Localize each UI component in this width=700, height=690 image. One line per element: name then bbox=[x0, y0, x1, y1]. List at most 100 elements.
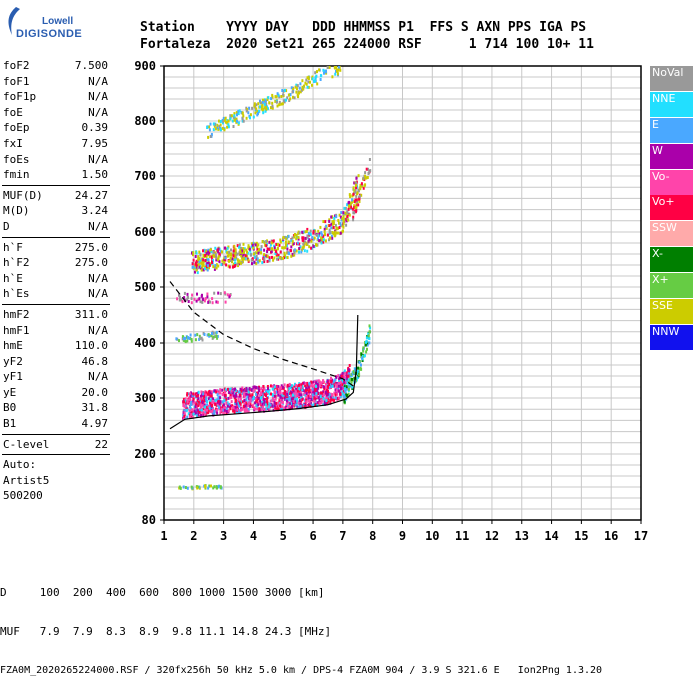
echo-point bbox=[286, 256, 289, 259]
echo-point bbox=[196, 486, 199, 490]
echo-point bbox=[306, 76, 309, 80]
echo-point bbox=[293, 235, 296, 239]
echo-point bbox=[334, 223, 337, 227]
echo-point bbox=[322, 403, 325, 407]
echo-point bbox=[325, 396, 328, 400]
echo-point bbox=[255, 403, 258, 407]
echo-point bbox=[242, 388, 245, 392]
echo-point bbox=[296, 87, 298, 91]
echo-point bbox=[239, 261, 242, 265]
echo-point bbox=[312, 231, 315, 235]
echo-point bbox=[200, 268, 203, 272]
echo-point bbox=[190, 297, 193, 301]
echo-point bbox=[252, 385, 255, 389]
echo-point bbox=[282, 99, 285, 103]
echo-point bbox=[201, 410, 203, 414]
echo-point bbox=[226, 293, 229, 297]
echo-point bbox=[278, 399, 281, 403]
echo-point bbox=[368, 324, 371, 328]
echo-point bbox=[208, 404, 210, 408]
echo-point bbox=[224, 388, 227, 392]
echo-point bbox=[290, 245, 293, 249]
echo-point bbox=[275, 401, 278, 405]
echo-point bbox=[253, 385, 256, 389]
echo-point bbox=[208, 266, 210, 270]
echo-point bbox=[288, 387, 291, 391]
x-tick-label: 1 bbox=[160, 529, 167, 543]
echo-point bbox=[238, 404, 241, 408]
echo-point bbox=[306, 404, 308, 408]
echo-point bbox=[351, 194, 354, 198]
echo-point bbox=[314, 75, 317, 79]
echo-point bbox=[292, 242, 295, 246]
echo-point bbox=[277, 404, 280, 408]
echo-point bbox=[266, 259, 269, 263]
echo-point bbox=[358, 373, 361, 377]
parameter-row: Auto: bbox=[0, 457, 112, 473]
echo-point bbox=[218, 252, 221, 256]
echo-point bbox=[312, 244, 315, 248]
echo-point bbox=[178, 296, 181, 299]
echo-point bbox=[320, 399, 323, 403]
echo-point bbox=[297, 401, 300, 405]
echo-point bbox=[299, 403, 302, 407]
echo-point bbox=[196, 408, 199, 412]
echo-point bbox=[226, 119, 229, 123]
legend-item-vo-: Vo+ bbox=[650, 195, 693, 221]
echo-point bbox=[341, 390, 344, 394]
echo-point bbox=[281, 246, 284, 250]
echo-point bbox=[328, 386, 331, 390]
echo-point bbox=[207, 333, 210, 337]
echo-point bbox=[292, 95, 294, 99]
echo-point bbox=[262, 385, 265, 389]
echo-point bbox=[279, 386, 282, 390]
echo-point bbox=[203, 399, 206, 403]
echo-point bbox=[203, 403, 206, 407]
echo-point bbox=[255, 255, 258, 258]
echo-point bbox=[311, 383, 314, 387]
echo-point bbox=[262, 393, 264, 397]
echo-point bbox=[332, 219, 335, 223]
echo-point bbox=[325, 388, 328, 392]
echo-point bbox=[344, 384, 347, 388]
echo-point bbox=[284, 243, 287, 247]
legend-item-ssw: SSW bbox=[650, 221, 693, 247]
echo-point bbox=[195, 268, 198, 272]
echo-point bbox=[362, 176, 365, 180]
echo-point bbox=[250, 258, 253, 262]
echo-point bbox=[278, 392, 281, 396]
parameter-row: D N/A bbox=[0, 219, 112, 235]
echo-point bbox=[261, 397, 264, 401]
echo-point bbox=[298, 242, 301, 246]
echo-point bbox=[266, 402, 269, 406]
echo-point bbox=[233, 252, 236, 256]
echo-point bbox=[285, 399, 288, 403]
echo-point bbox=[316, 401, 319, 405]
echo-point bbox=[245, 389, 248, 393]
echo-point bbox=[270, 106, 272, 110]
echo-point bbox=[288, 382, 291, 386]
echo-point bbox=[215, 258, 218, 262]
echo-point bbox=[206, 268, 209, 272]
echo-point bbox=[210, 484, 212, 488]
echo-point bbox=[308, 245, 311, 249]
echo-point bbox=[234, 261, 237, 265]
echo-point bbox=[223, 411, 226, 415]
echo-point bbox=[284, 240, 287, 244]
legend-item-noval: NoVal bbox=[650, 66, 693, 91]
echo-point bbox=[191, 251, 193, 255]
echo-point bbox=[298, 250, 300, 254]
echo-point bbox=[328, 393, 331, 397]
echo-point bbox=[324, 233, 326, 237]
echo-point bbox=[328, 219, 331, 223]
parameter-value: 24.27 bbox=[74, 188, 108, 202]
echo-point bbox=[300, 383, 303, 387]
echo-point bbox=[332, 398, 335, 402]
echo-point bbox=[263, 260, 266, 264]
echo-point bbox=[260, 395, 263, 399]
echo-point bbox=[266, 105, 269, 109]
echo-point bbox=[210, 250, 213, 254]
parameter-label: Auto: bbox=[3, 458, 37, 472]
parameter-row: fxI 7.95 bbox=[0, 136, 112, 152]
echo-point bbox=[214, 251, 217, 255]
